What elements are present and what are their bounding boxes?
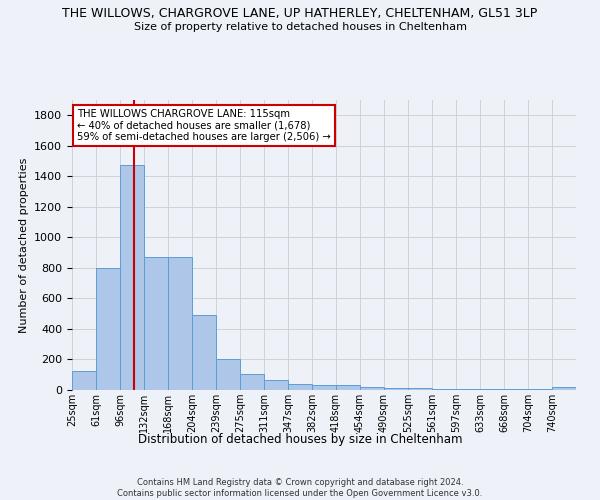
Bar <box>528 389 552 390</box>
Text: THE WILLOWS CHARGROVE LANE: 115sqm
← 40% of detached houses are smaller (1,678)
: THE WILLOWS CHARGROVE LANE: 115sqm ← 40%… <box>77 108 331 142</box>
Bar <box>192 315 216 390</box>
Bar <box>120 165 144 390</box>
Bar <box>552 387 576 390</box>
Text: Size of property relative to detached houses in Cheltenham: Size of property relative to detached ho… <box>133 22 467 32</box>
Bar <box>480 389 504 390</box>
Text: Contains HM Land Registry data © Crown copyright and database right 2024.
Contai: Contains HM Land Registry data © Crown c… <box>118 478 482 498</box>
Bar <box>72 371 96 390</box>
Bar <box>360 387 384 390</box>
Text: Distribution of detached houses by size in Cheltenham: Distribution of detached houses by size … <box>138 432 462 446</box>
Bar <box>384 388 408 390</box>
Bar <box>240 374 264 390</box>
Bar <box>144 257 168 390</box>
Bar <box>96 268 120 390</box>
Bar <box>288 384 312 390</box>
Y-axis label: Number of detached properties: Number of detached properties <box>19 158 29 332</box>
Bar <box>456 389 480 390</box>
Bar <box>432 389 456 390</box>
Bar <box>408 388 432 390</box>
Bar <box>168 257 192 390</box>
Bar <box>216 358 240 390</box>
Bar <box>264 380 288 390</box>
Text: THE WILLOWS, CHARGROVE LANE, UP HATHERLEY, CHELTENHAM, GL51 3LP: THE WILLOWS, CHARGROVE LANE, UP HATHERLE… <box>62 8 538 20</box>
Bar <box>336 384 360 390</box>
Bar <box>312 384 336 390</box>
Bar <box>504 389 528 390</box>
